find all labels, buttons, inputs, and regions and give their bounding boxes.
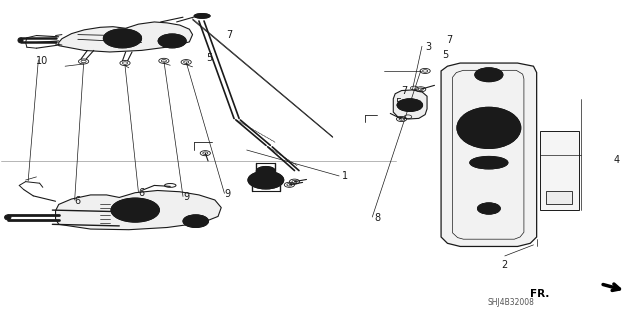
Text: 4: 4 (613, 154, 620, 165)
Text: 9: 9 (225, 189, 230, 199)
Polygon shape (394, 90, 427, 119)
Polygon shape (59, 22, 193, 52)
Circle shape (103, 29, 141, 48)
Text: 7: 7 (446, 35, 452, 45)
Ellipse shape (18, 38, 23, 43)
Text: 8: 8 (374, 213, 380, 223)
Text: 3: 3 (425, 42, 431, 52)
Ellipse shape (194, 14, 210, 18)
Text: 6: 6 (138, 188, 145, 198)
Circle shape (397, 99, 422, 111)
Circle shape (111, 198, 159, 222)
Text: 10: 10 (36, 56, 49, 66)
Text: SHJ4B32008: SHJ4B32008 (488, 298, 534, 307)
Text: 7: 7 (401, 85, 408, 96)
Circle shape (475, 68, 503, 82)
Polygon shape (56, 190, 221, 230)
Ellipse shape (457, 107, 521, 148)
Text: 7: 7 (226, 30, 232, 40)
Text: 5: 5 (442, 50, 449, 60)
Text: 2: 2 (502, 260, 508, 271)
Ellipse shape (470, 156, 508, 169)
Text: 1: 1 (342, 171, 348, 181)
Circle shape (183, 215, 209, 227)
Text: 5: 5 (395, 98, 401, 108)
Ellipse shape (4, 215, 11, 220)
Text: FR.: FR. (531, 289, 550, 299)
Circle shape (477, 203, 500, 214)
Text: 5: 5 (207, 53, 213, 63)
Text: 9: 9 (183, 192, 189, 203)
Circle shape (158, 34, 186, 48)
Polygon shape (441, 63, 537, 247)
Bar (540, 131, 579, 210)
Circle shape (256, 167, 275, 176)
Bar (546, 191, 572, 204)
Text: 6: 6 (75, 196, 81, 206)
Circle shape (248, 171, 284, 189)
